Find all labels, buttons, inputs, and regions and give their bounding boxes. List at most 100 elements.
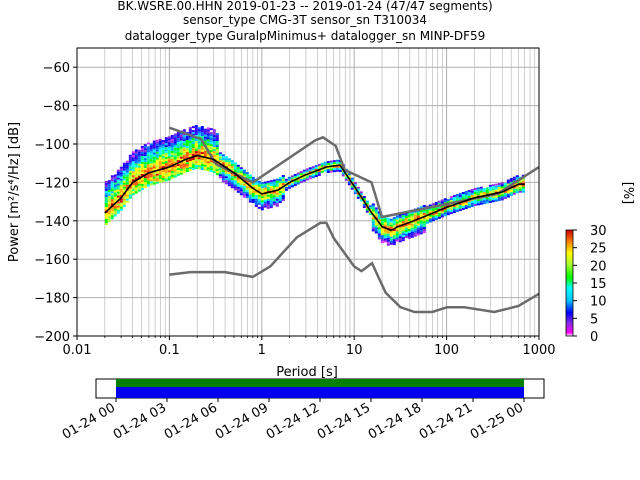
heatmap-cell bbox=[449, 210, 453, 213]
heatmap-cell bbox=[164, 179, 168, 182]
colorbar-tick-label: 25 bbox=[590, 242, 607, 257]
heatmap-cell bbox=[461, 195, 465, 198]
heatmap-cell bbox=[218, 154, 222, 157]
heatmap-cell bbox=[140, 147, 144, 150]
heatmap-cell bbox=[116, 173, 120, 176]
heatmap-cell bbox=[116, 179, 120, 182]
heatmap-cell bbox=[143, 154, 147, 157]
heatmap-cell bbox=[248, 186, 252, 189]
heatmap-cell bbox=[365, 202, 369, 205]
heatmap-cell bbox=[518, 188, 522, 191]
heatmap-cell bbox=[419, 226, 423, 229]
heatmap-cell bbox=[119, 202, 123, 205]
heatmap-cell bbox=[173, 141, 177, 144]
heatmap-cell bbox=[104, 218, 108, 221]
heatmap-cell bbox=[395, 221, 399, 224]
heatmap-cell bbox=[140, 145, 144, 148]
heatmap-cell bbox=[155, 173, 159, 176]
heatmap-cell bbox=[500, 192, 504, 195]
heatmap-cell bbox=[128, 174, 132, 177]
heatmap-cell bbox=[116, 169, 120, 172]
heatmap-cell bbox=[194, 147, 198, 150]
heatmap-cell bbox=[461, 191, 465, 194]
heatmap-cell bbox=[131, 165, 135, 168]
heatmap-cell bbox=[275, 204, 279, 207]
heatmap-cell bbox=[194, 153, 198, 156]
heatmap-cell bbox=[413, 228, 417, 231]
heatmap-cell bbox=[281, 187, 285, 190]
heatmap-cell bbox=[119, 204, 123, 207]
heatmap-cell bbox=[233, 164, 237, 167]
heatmap-cell bbox=[440, 215, 444, 218]
heatmap-cell bbox=[122, 186, 126, 189]
heatmap-cell bbox=[281, 193, 285, 196]
heatmap-cell bbox=[467, 193, 471, 196]
heatmap-cell bbox=[290, 177, 294, 180]
heatmap-cell bbox=[521, 188, 525, 191]
heatmap-cell bbox=[275, 202, 279, 205]
heatmap-cell bbox=[188, 161, 192, 164]
heatmap-cell bbox=[368, 213, 372, 216]
heatmap-cell bbox=[110, 197, 114, 200]
heatmap-cell bbox=[149, 169, 153, 172]
heatmap-cell bbox=[188, 163, 192, 166]
heatmap-cell bbox=[152, 148, 156, 151]
heatmap-cell bbox=[200, 150, 204, 153]
y-tick-label: −200 bbox=[34, 330, 70, 345]
heatmap-cell bbox=[464, 194, 468, 197]
heatmap-cell bbox=[149, 181, 153, 184]
heatmap-cell bbox=[215, 147, 219, 150]
heatmap-cell bbox=[446, 213, 450, 216]
heatmap-cell bbox=[419, 210, 423, 213]
heatmap-cell bbox=[149, 167, 153, 170]
heatmap-cell bbox=[209, 146, 213, 149]
heatmap-cell bbox=[200, 160, 204, 163]
heatmap-cell bbox=[335, 161, 339, 164]
heatmap-cell bbox=[155, 167, 159, 170]
heatmap-cell bbox=[173, 159, 177, 162]
heatmap-cell bbox=[515, 177, 519, 180]
heatmap-cell bbox=[482, 192, 486, 195]
heatmap-cell bbox=[395, 239, 399, 242]
heatmap-cell bbox=[386, 243, 390, 246]
heatmap-cell bbox=[431, 207, 435, 210]
heatmap-cell bbox=[227, 160, 231, 163]
heatmap-cell bbox=[164, 157, 168, 160]
heatmap-cell bbox=[308, 167, 312, 170]
heatmap-cell bbox=[155, 163, 159, 166]
heatmap-cell bbox=[248, 196, 252, 199]
heatmap-cell bbox=[428, 210, 432, 213]
heatmap-cell bbox=[437, 206, 441, 209]
heatmap-cell bbox=[248, 188, 252, 191]
heatmap-cell bbox=[278, 179, 282, 182]
heatmap-cell bbox=[218, 168, 222, 171]
heatmap-cell bbox=[392, 235, 396, 238]
heatmap-cell bbox=[371, 209, 375, 212]
heatmap-cell bbox=[230, 164, 234, 167]
heatmap-cell bbox=[128, 168, 132, 171]
heatmap-cell bbox=[434, 216, 438, 219]
heatmap-cell bbox=[203, 160, 207, 163]
heatmap-cell bbox=[113, 186, 117, 189]
heatmap-cell bbox=[458, 193, 462, 196]
heatmap-cell bbox=[464, 196, 468, 199]
heatmap-cell bbox=[182, 137, 186, 140]
heatmap-cell bbox=[107, 188, 111, 191]
heatmap-cell bbox=[134, 185, 138, 188]
heatmap-cell bbox=[161, 152, 165, 155]
heatmap-cell bbox=[182, 167, 186, 170]
heatmap-cell bbox=[251, 196, 255, 199]
heatmap-cell bbox=[239, 167, 243, 170]
heatmap-cell bbox=[401, 213, 405, 216]
heatmap-cell bbox=[473, 201, 477, 204]
heatmap-cell bbox=[389, 220, 393, 223]
heatmap-cell bbox=[161, 174, 165, 177]
heatmap-cell bbox=[422, 231, 426, 234]
heatmap-cell bbox=[179, 142, 183, 145]
heatmap-cell bbox=[506, 189, 510, 192]
heatmap-cell bbox=[410, 215, 414, 218]
heatmap-cell bbox=[386, 219, 390, 222]
heatmap-cell bbox=[467, 205, 471, 208]
heatmap-cell bbox=[209, 152, 213, 155]
heatmap-cell bbox=[152, 178, 156, 181]
